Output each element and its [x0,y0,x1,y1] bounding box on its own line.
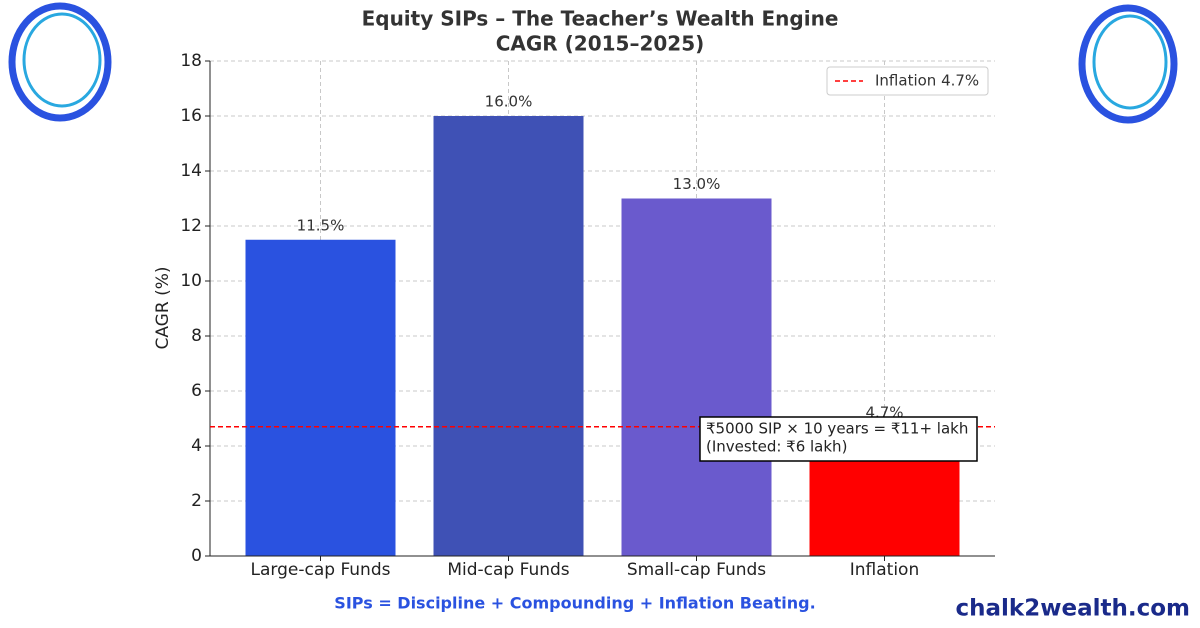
x-tick-label: Mid-cap Funds [447,560,569,580]
annotation: ₹5000 SIP × 10 years = ₹11+ lakh [706,420,968,438]
annotation: (Invested: ₹6 lakh) [706,438,847,456]
logo-ring [1092,14,1168,110]
y-axis-label: CAGR (%) [153,266,173,349]
logo-ring [22,12,102,108]
logo-ring [1078,4,1178,124]
y-tick-label: 0 [191,546,202,566]
x-tick-label: Small-cap Funds [627,560,766,580]
logo [8,2,112,122]
footer: SIPs = Discipline + Compounding + Inflat… [334,594,815,613]
y-tick-label: 12 [180,216,202,236]
x-tick-label: Large-cap Funds [251,560,391,580]
x-tick-label: Inflation [850,560,919,580]
chart-title: CAGR (2015–2025) [496,32,705,56]
brand: chalk2wealth.com [956,596,1190,622]
y-tick-label: 8 [191,326,202,346]
data-label: 11.5% [297,216,345,234]
legend-label: Inflation 4.7% [875,72,979,90]
logo [1078,4,1178,124]
annotation-box [699,416,978,462]
chart-title: Equity SIPs – The Teacher’s Wealth Engin… [362,7,839,31]
y-tick-label: 10 [180,271,202,291]
logo-ring [8,2,112,122]
y-tick-label: 4 [191,436,202,456]
y-tick-label: 2 [191,491,202,511]
data-label: 16.0% [485,93,533,111]
y-tick-label: 16 [180,106,202,126]
legend-box [826,66,989,96]
data-label: 13.0% [673,175,721,193]
bar [433,116,584,556]
bar [621,198,772,556]
y-tick-label: 6 [191,381,202,401]
bar [245,239,396,556]
y-tick-label: 14 [180,161,202,181]
y-tick-label: 18 [180,51,202,71]
